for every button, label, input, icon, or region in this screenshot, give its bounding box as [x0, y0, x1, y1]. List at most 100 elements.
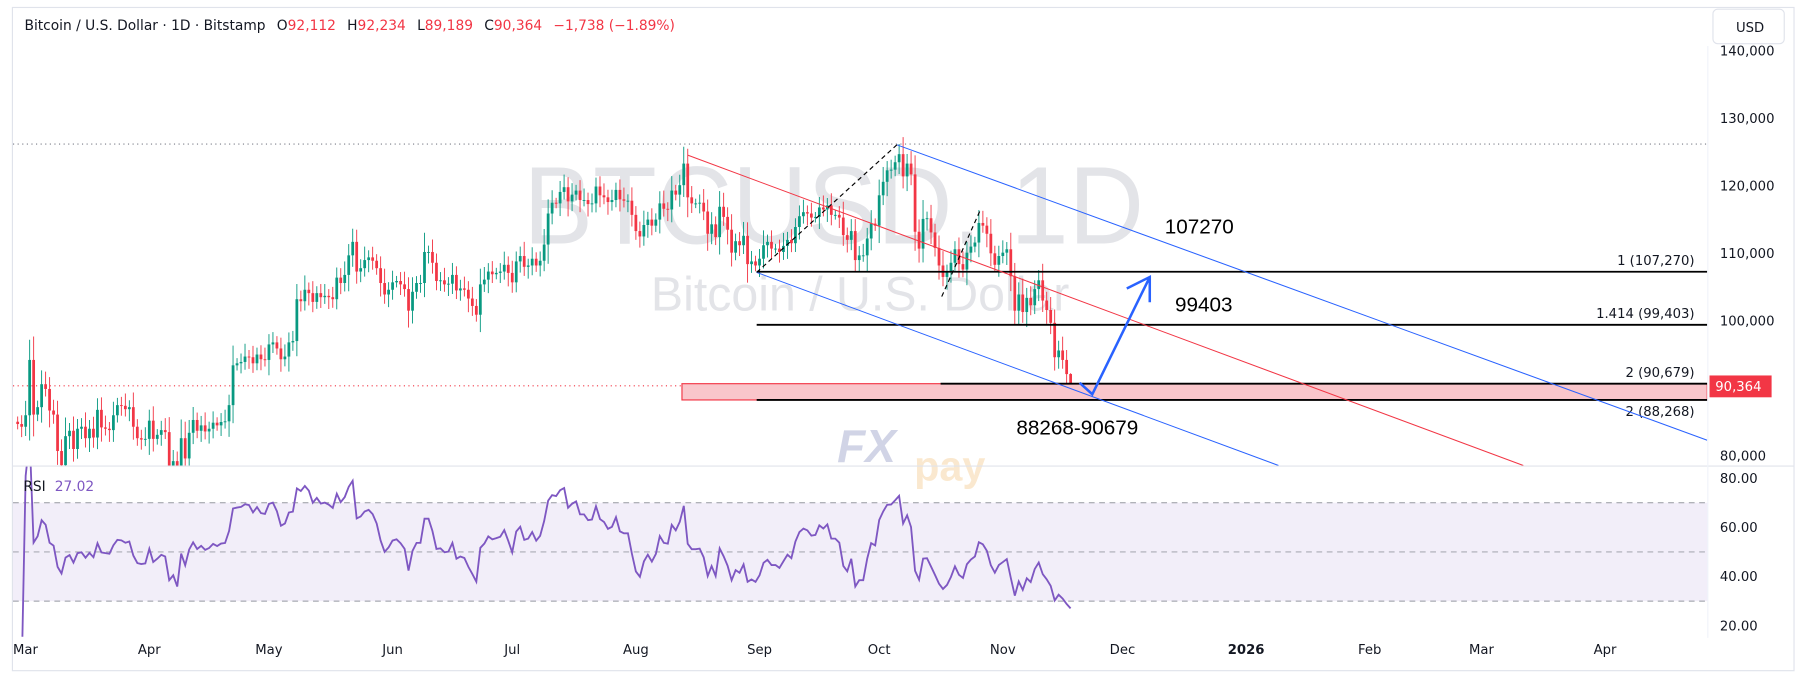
- candle[interactable]: [574, 184, 578, 201]
- candle[interactable]: [534, 252, 538, 272]
- candle[interactable]: [219, 413, 223, 437]
- rsi-line[interactable]: [21, 438, 1072, 674]
- candle[interactable]: [96, 398, 99, 450]
- candle[interactable]: [76, 418, 79, 459]
- candle[interactable]: [869, 210, 873, 251]
- candle[interactable]: [1005, 242, 1009, 265]
- candle[interactable]: [80, 418, 83, 440]
- candle[interactable]: [327, 289, 331, 309]
- candle[interactable]: [267, 334, 271, 376]
- candle[interactable]: [231, 345, 235, 424]
- candle[interactable]: [742, 221, 745, 255]
- candle[interactable]: [315, 286, 319, 309]
- candle[interactable]: [782, 232, 785, 260]
- candle[interactable]: [690, 186, 694, 214]
- candle[interactable]: [841, 201, 845, 246]
- candle[interactable]: [498, 263, 502, 284]
- candle[interactable]: [68, 423, 71, 449]
- candle[interactable]: [347, 244, 351, 292]
- candle[interactable]: [155, 429, 159, 445]
- candle[interactable]: [762, 230, 765, 269]
- candle[interactable]: [470, 286, 474, 316]
- candle[interactable]: [933, 223, 937, 257]
- candle[interactable]: [706, 199, 710, 251]
- candle[interactable]: [522, 241, 526, 276]
- candle[interactable]: [116, 397, 119, 423]
- candle[interactable]: [778, 239, 781, 263]
- candle[interactable]: [135, 419, 139, 446]
- candle[interactable]: [638, 221, 642, 248]
- candle[interactable]: [682, 146, 686, 197]
- candle[interactable]: [746, 222, 749, 283]
- candle[interactable]: [92, 416, 95, 448]
- candle[interactable]: [562, 174, 566, 200]
- candle[interactable]: [407, 277, 410, 328]
- candle[interactable]: [411, 277, 414, 324]
- candle[interactable]: [646, 211, 650, 238]
- candle[interactable]: [913, 155, 917, 251]
- candle[interactable]: [618, 179, 622, 212]
- candle[interactable]: [56, 400, 59, 465]
- candle[interactable]: [893, 155, 897, 177]
- candle[interactable]: [443, 267, 446, 292]
- candle[interactable]: [702, 189, 706, 221]
- candle[interactable]: [175, 451, 179, 491]
- candle[interactable]: [88, 419, 91, 453]
- candle[interactable]: [104, 415, 107, 436]
- candle[interactable]: [251, 345, 255, 373]
- candle[interactable]: [319, 284, 323, 308]
- candle[interactable]: [108, 422, 111, 442]
- candle[interactable]: [670, 176, 674, 223]
- candle[interactable]: [554, 197, 558, 209]
- candle[interactable]: [379, 256, 383, 297]
- candle[interactable]: [506, 256, 510, 287]
- candle[interactable]: [806, 205, 809, 226]
- currency-button[interactable]: USD: [1712, 8, 1785, 45]
- candle[interactable]: [363, 246, 367, 277]
- candle[interactable]: [726, 207, 729, 245]
- candle[interactable]: [921, 200, 925, 263]
- candle[interactable]: [837, 206, 841, 229]
- candle[interactable]: [905, 153, 909, 192]
- candle[interactable]: [375, 254, 379, 275]
- candle[interactable]: [993, 245, 997, 273]
- candle[interactable]: [766, 234, 769, 258]
- candle[interactable]: [817, 196, 821, 230]
- candle[interactable]: [295, 284, 299, 357]
- candle[interactable]: [881, 166, 885, 206]
- candle[interactable]: [542, 229, 546, 272]
- candle[interactable]: [355, 229, 359, 284]
- candle[interactable]: [183, 421, 187, 470]
- candle[interactable]: [634, 206, 638, 240]
- candle[interactable]: [299, 290, 303, 312]
- drawings-layer[interactable]: 1 (107,270) 1.414 (99,403) 2 (90,679) 2 (88…: [681, 144, 1708, 466]
- candle[interactable]: [694, 198, 698, 209]
- candle[interactable]: [626, 194, 630, 213]
- candle[interactable]: [147, 409, 151, 455]
- candle[interactable]: [48, 377, 51, 428]
- candle[interactable]: [439, 272, 442, 291]
- candle[interactable]: [403, 271, 406, 297]
- candle[interactable]: [546, 199, 550, 264]
- candle[interactable]: [387, 282, 390, 308]
- candle[interactable]: [1053, 309, 1057, 371]
- candle[interactable]: [482, 266, 486, 292]
- candle[interactable]: [925, 211, 929, 231]
- candle[interactable]: [195, 412, 199, 439]
- candle[interactable]: [598, 176, 602, 208]
- candle[interactable]: [718, 191, 722, 255]
- candle[interactable]: [813, 212, 817, 223]
- candle[interactable]: [1057, 340, 1061, 369]
- support-zone[interactable]: [681, 383, 1708, 401]
- candle[interactable]: [466, 281, 470, 313]
- candle[interactable]: [794, 218, 797, 252]
- candle[interactable]: [578, 180, 582, 213]
- candle[interactable]: [223, 409, 227, 429]
- candle[interactable]: [1013, 262, 1017, 325]
- candle[interactable]: [52, 399, 55, 424]
- candle[interactable]: [969, 235, 973, 263]
- candle[interactable]: [650, 208, 654, 236]
- candle[interactable]: [526, 258, 530, 279]
- candle[interactable]: [163, 418, 167, 440]
